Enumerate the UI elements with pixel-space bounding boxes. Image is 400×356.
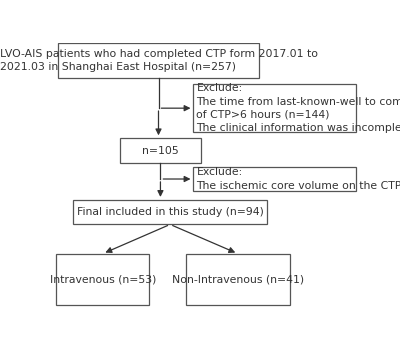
Bar: [193, 84, 356, 132]
Text: Intravenous (n=53): Intravenous (n=53): [50, 274, 156, 284]
Bar: [58, 43, 259, 78]
Text: Exclude:
The time from last-known-well to completion
of CTP>6 hours (n=144)
The : Exclude: The time from last-known-well t…: [196, 83, 400, 133]
Text: n=105: n=105: [142, 146, 179, 156]
Bar: [56, 254, 149, 305]
Text: Final included in this study (n=94): Final included in this study (n=94): [77, 207, 264, 217]
Text: Non-Intravenous (n=41): Non-Intravenous (n=41): [172, 274, 304, 284]
Text: Exclude:
The ischemic core volume on the CTP>70ml (n=11): Exclude: The ischemic core volume on the…: [196, 167, 400, 190]
Bar: [73, 200, 267, 224]
Bar: [186, 254, 290, 305]
Bar: [193, 167, 356, 191]
Bar: [120, 138, 201, 163]
Text: LVO-AIS patients who had completed CTP form 2017.01 to
2021.03 in Shanghai East : LVO-AIS patients who had completed CTP f…: [0, 49, 318, 72]
